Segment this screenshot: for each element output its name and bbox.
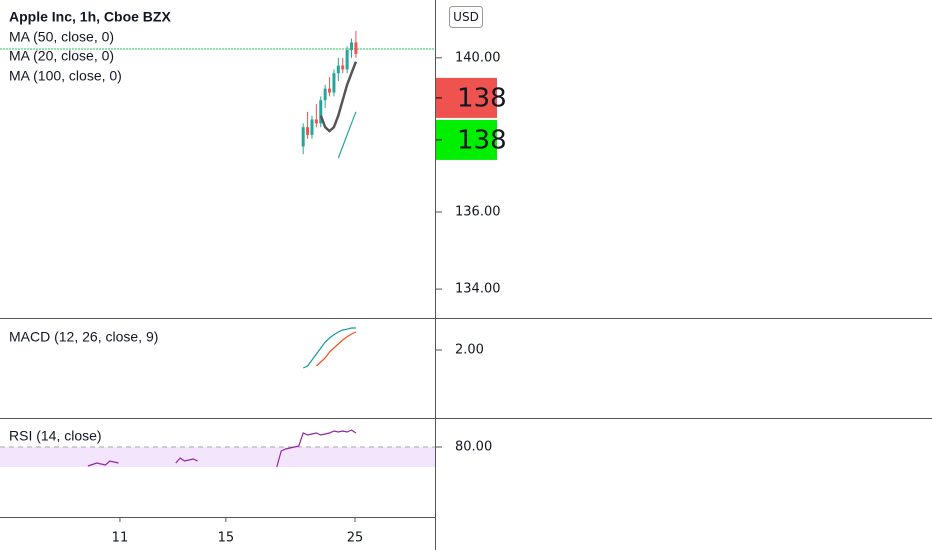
chart-title: Apple Inc, 1h, Cboe BZX bbox=[9, 9, 171, 25]
currency-button[interactable] bbox=[449, 6, 483, 28]
ma-line bbox=[337, 111, 357, 159]
candle-body bbox=[314, 119, 318, 124]
legend-entry: MA (20, close, 0) bbox=[9, 48, 114, 64]
legend-entry: MA (50, close, 0) bbox=[9, 29, 114, 45]
candle-body bbox=[306, 127, 310, 135]
price-badge-label: 138 bbox=[457, 83, 507, 113]
x-tick-label: 15 bbox=[218, 531, 235, 546]
pane-label: MACD (12, 26, close, 9) bbox=[9, 329, 158, 345]
candle-body bbox=[319, 100, 323, 124]
y-tick-label: 80.00 bbox=[455, 440, 492, 455]
candle-body bbox=[323, 88, 327, 101]
y-tick-label: 134.00 bbox=[455, 282, 501, 297]
candle-body bbox=[332, 73, 336, 93]
pane-label: RSI (14, close) bbox=[9, 428, 102, 444]
x-tick-label: 25 bbox=[347, 531, 364, 546]
x-tick-label: 11 bbox=[112, 531, 129, 546]
rsi-line bbox=[87, 429, 357, 468]
price-badge bbox=[436, 77, 497, 118]
price-badge-label: 138 bbox=[457, 125, 507, 155]
macd-line bbox=[315, 331, 357, 367]
candle-body bbox=[301, 127, 305, 147]
candle-body bbox=[350, 42, 354, 51]
y-tick-label: 140.00 bbox=[455, 50, 501, 65]
rsi-band bbox=[0, 447, 435, 467]
macd-line bbox=[302, 327, 356, 369]
candle-body bbox=[345, 50, 349, 70]
candle-body bbox=[310, 119, 314, 135]
ma-line bbox=[319, 61, 358, 133]
candle-body bbox=[328, 88, 332, 93]
candle-body bbox=[341, 65, 345, 70]
legend-entry: MA (100, close, 0) bbox=[9, 68, 122, 84]
price-badge bbox=[436, 119, 497, 160]
currency[interactable]: USD bbox=[453, 10, 479, 24]
candle-body bbox=[354, 42, 358, 54]
y-tick-label: 136.00 bbox=[455, 205, 501, 220]
y-tick-label: 2.00 bbox=[455, 343, 484, 358]
candle-body bbox=[336, 65, 340, 74]
